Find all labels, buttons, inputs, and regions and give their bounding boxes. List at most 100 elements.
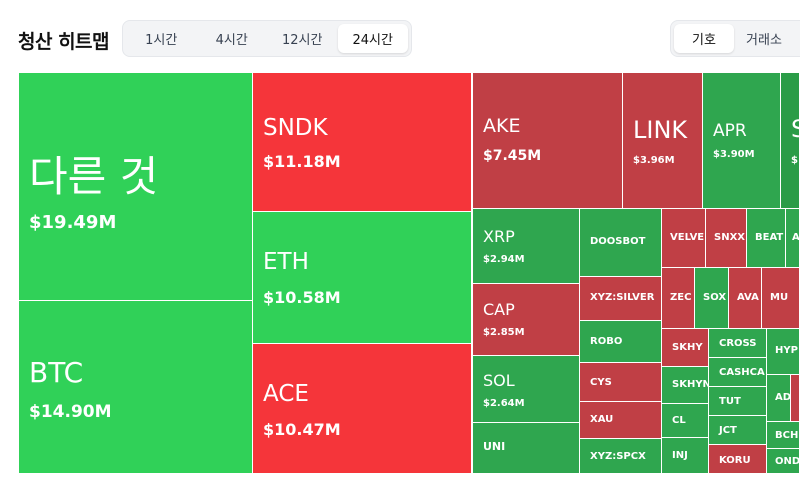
- tile-ad[interactable]: AD: [766, 374, 791, 422]
- page-title: 청산 히트맵: [18, 31, 110, 53]
- tab-symbol[interactable]: 기호: [674, 24, 734, 53]
- tile-robo[interactable]: ROBO: [579, 320, 662, 363]
- tile-symbol: CL: [672, 415, 686, 426]
- tile-symbol: AVA: [737, 292, 759, 303]
- header: 청산 히트맵 1시간 4시간 12시간 24시간 기호 거래소: [0, 0, 800, 72]
- tile-symbol: XYZ:SILVER: [590, 292, 655, 303]
- tile-symbol: UNI: [483, 440, 506, 453]
- tile-symbol: XRP: [483, 227, 515, 246]
- tile-symbol: SKHY: [672, 342, 703, 353]
- tile-mu[interactable]: MU: [761, 267, 800, 329]
- tile-value: $19.49M: [29, 212, 117, 233]
- tile-symbol: MU: [770, 292, 789, 303]
- tile-btc[interactable]: BTC $14.90M: [18, 300, 253, 474]
- tile-value: $2.94M: [483, 254, 525, 265]
- tile-value: $: [791, 155, 798, 166]
- tile-symbol: OND: [775, 456, 800, 467]
- tile-cap[interactable]: CAP $2.85M: [472, 283, 580, 356]
- tile-velve[interactable]: VELVE: [661, 208, 706, 268]
- tile-symbol: ETH: [263, 249, 309, 275]
- tile-small-red[interactable]: [790, 374, 800, 422]
- tile-cashca[interactable]: CASHCA: [708, 357, 767, 387]
- tile-symbol: XYZ:SPCX: [590, 451, 646, 462]
- tile-symbol: ROBO: [590, 336, 623, 347]
- tab-12h[interactable]: 12시간: [282, 33, 323, 48]
- tile-symbol: S: [791, 115, 799, 143]
- tile-cl[interactable]: CL: [661, 403, 709, 438]
- grouping-selector: 기호 거래소: [670, 20, 800, 57]
- tile-snxx[interactable]: SNXX: [705, 208, 747, 268]
- tile-symbol: XAU: [590, 414, 614, 425]
- tile-symbol: SKHYN: [672, 379, 709, 390]
- tile-symbol: SOL: [483, 371, 515, 390]
- tile-jct[interactable]: JCT: [708, 415, 767, 445]
- tile-value: $10.47M: [263, 420, 341, 439]
- liquidation-heatmap: 다른 것 $19.49M BTC $14.90M SNDK $11.18M ET…: [18, 72, 800, 474]
- tile-symbol: BCH: [775, 430, 799, 441]
- tile-xyz-spcx[interactable]: XYZ:SPCX: [579, 438, 662, 474]
- tile-s[interactable]: S $: [780, 72, 800, 209]
- tile-tut[interactable]: TUT: [708, 386, 767, 416]
- tile-uni[interactable]: UNI: [472, 422, 580, 474]
- tile-symbol: ZEC: [670, 292, 692, 303]
- tile-sol[interactable]: SOL $2.64M: [472, 355, 580, 423]
- tile-value: $14.90M: [29, 402, 112, 422]
- tile-symbol: SNDK: [263, 115, 328, 141]
- tile-beat[interactable]: BEAT: [746, 208, 786, 268]
- tile-others[interactable]: 다른 것 $19.49M: [18, 72, 253, 301]
- tile-eth[interactable]: ETH $10.58M: [252, 211, 472, 344]
- tile-symbol: INJ: [672, 450, 688, 461]
- tile-symbol: CYS: [590, 377, 612, 388]
- tile-inj[interactable]: INJ: [661, 437, 709, 474]
- tile-symbol: SNXX: [714, 232, 745, 243]
- tile-symbol: SOX: [703, 292, 727, 303]
- tile-xau[interactable]: XAU: [579, 401, 662, 439]
- tile-symbol: CASHCA: [719, 367, 765, 378]
- tab-4h[interactable]: 4시간: [215, 33, 248, 48]
- tile-sox[interactable]: SOX: [694, 267, 729, 329]
- tile-symbol: VELVE: [670, 232, 705, 243]
- tile-symbol: DOOSBOT: [590, 236, 646, 247]
- tile-value: $2.85M: [483, 327, 525, 338]
- tile-symbol: 다른 것: [29, 152, 159, 201]
- tile-ava[interactable]: AVA: [728, 267, 762, 329]
- tab-24h[interactable]: 24시간: [337, 24, 408, 53]
- tile-symbol: AD: [775, 392, 791, 403]
- tile-bch[interactable]: BCH: [766, 421, 800, 449]
- tile-ake[interactable]: AKE $7.45M: [472, 72, 623, 209]
- tile-value: $3.96M: [633, 155, 675, 166]
- tile-symbol: BEAT: [755, 232, 784, 243]
- tab-exchange[interactable]: 거래소: [746, 33, 782, 48]
- tile-symbol: LINK: [633, 116, 688, 144]
- tile-symbol: TUT: [719, 396, 741, 407]
- tile-xrp[interactable]: XRP $2.94M: [472, 208, 580, 284]
- tile-symbol: KORU: [719, 455, 751, 466]
- tile-value: $3.90M: [713, 149, 755, 160]
- tile-doosbot[interactable]: DOOSBOT: [579, 208, 662, 277]
- tile-xyz-silver[interactable]: XYZ:SILVER: [579, 276, 662, 321]
- time-range-selector: 1시간 4시간 12시간 24시간: [122, 20, 412, 57]
- tile-skhy[interactable]: SKHY: [661, 328, 709, 367]
- tile-link[interactable]: LINK $3.96M: [622, 72, 703, 209]
- tile-zec[interactable]: ZEC: [661, 267, 695, 329]
- tile-symbol: HYP: [775, 345, 798, 356]
- tile-symbol: AKE: [483, 115, 521, 137]
- tile-sndk[interactable]: SNDK $11.18M: [252, 72, 472, 212]
- tile-ond[interactable]: OND: [766, 448, 800, 474]
- tile-a[interactable]: A: [785, 208, 800, 268]
- tab-1h[interactable]: 1시간: [145, 33, 178, 48]
- tile-hyp[interactable]: HYP: [766, 328, 800, 375]
- tile-symbol: APR: [713, 121, 747, 141]
- tile-ace[interactable]: ACE $10.47M: [252, 343, 472, 474]
- tile-symbol: CROSS: [719, 338, 757, 349]
- tile-koru[interactable]: KORU: [708, 444, 767, 474]
- tile-symbol: ACE: [263, 381, 309, 407]
- tile-cys[interactable]: CYS: [579, 362, 662, 402]
- tile-symbol: BTC: [29, 356, 84, 389]
- tile-value: $7.45M: [483, 148, 542, 164]
- tile-apr[interactable]: APR $3.90M: [702, 72, 781, 209]
- tile-symbol: CAP: [483, 300, 515, 319]
- tile-skhyn[interactable]: SKHYN: [661, 366, 709, 404]
- tile-symbol: A: [792, 232, 800, 243]
- tile-cross[interactable]: CROSS: [708, 328, 767, 358]
